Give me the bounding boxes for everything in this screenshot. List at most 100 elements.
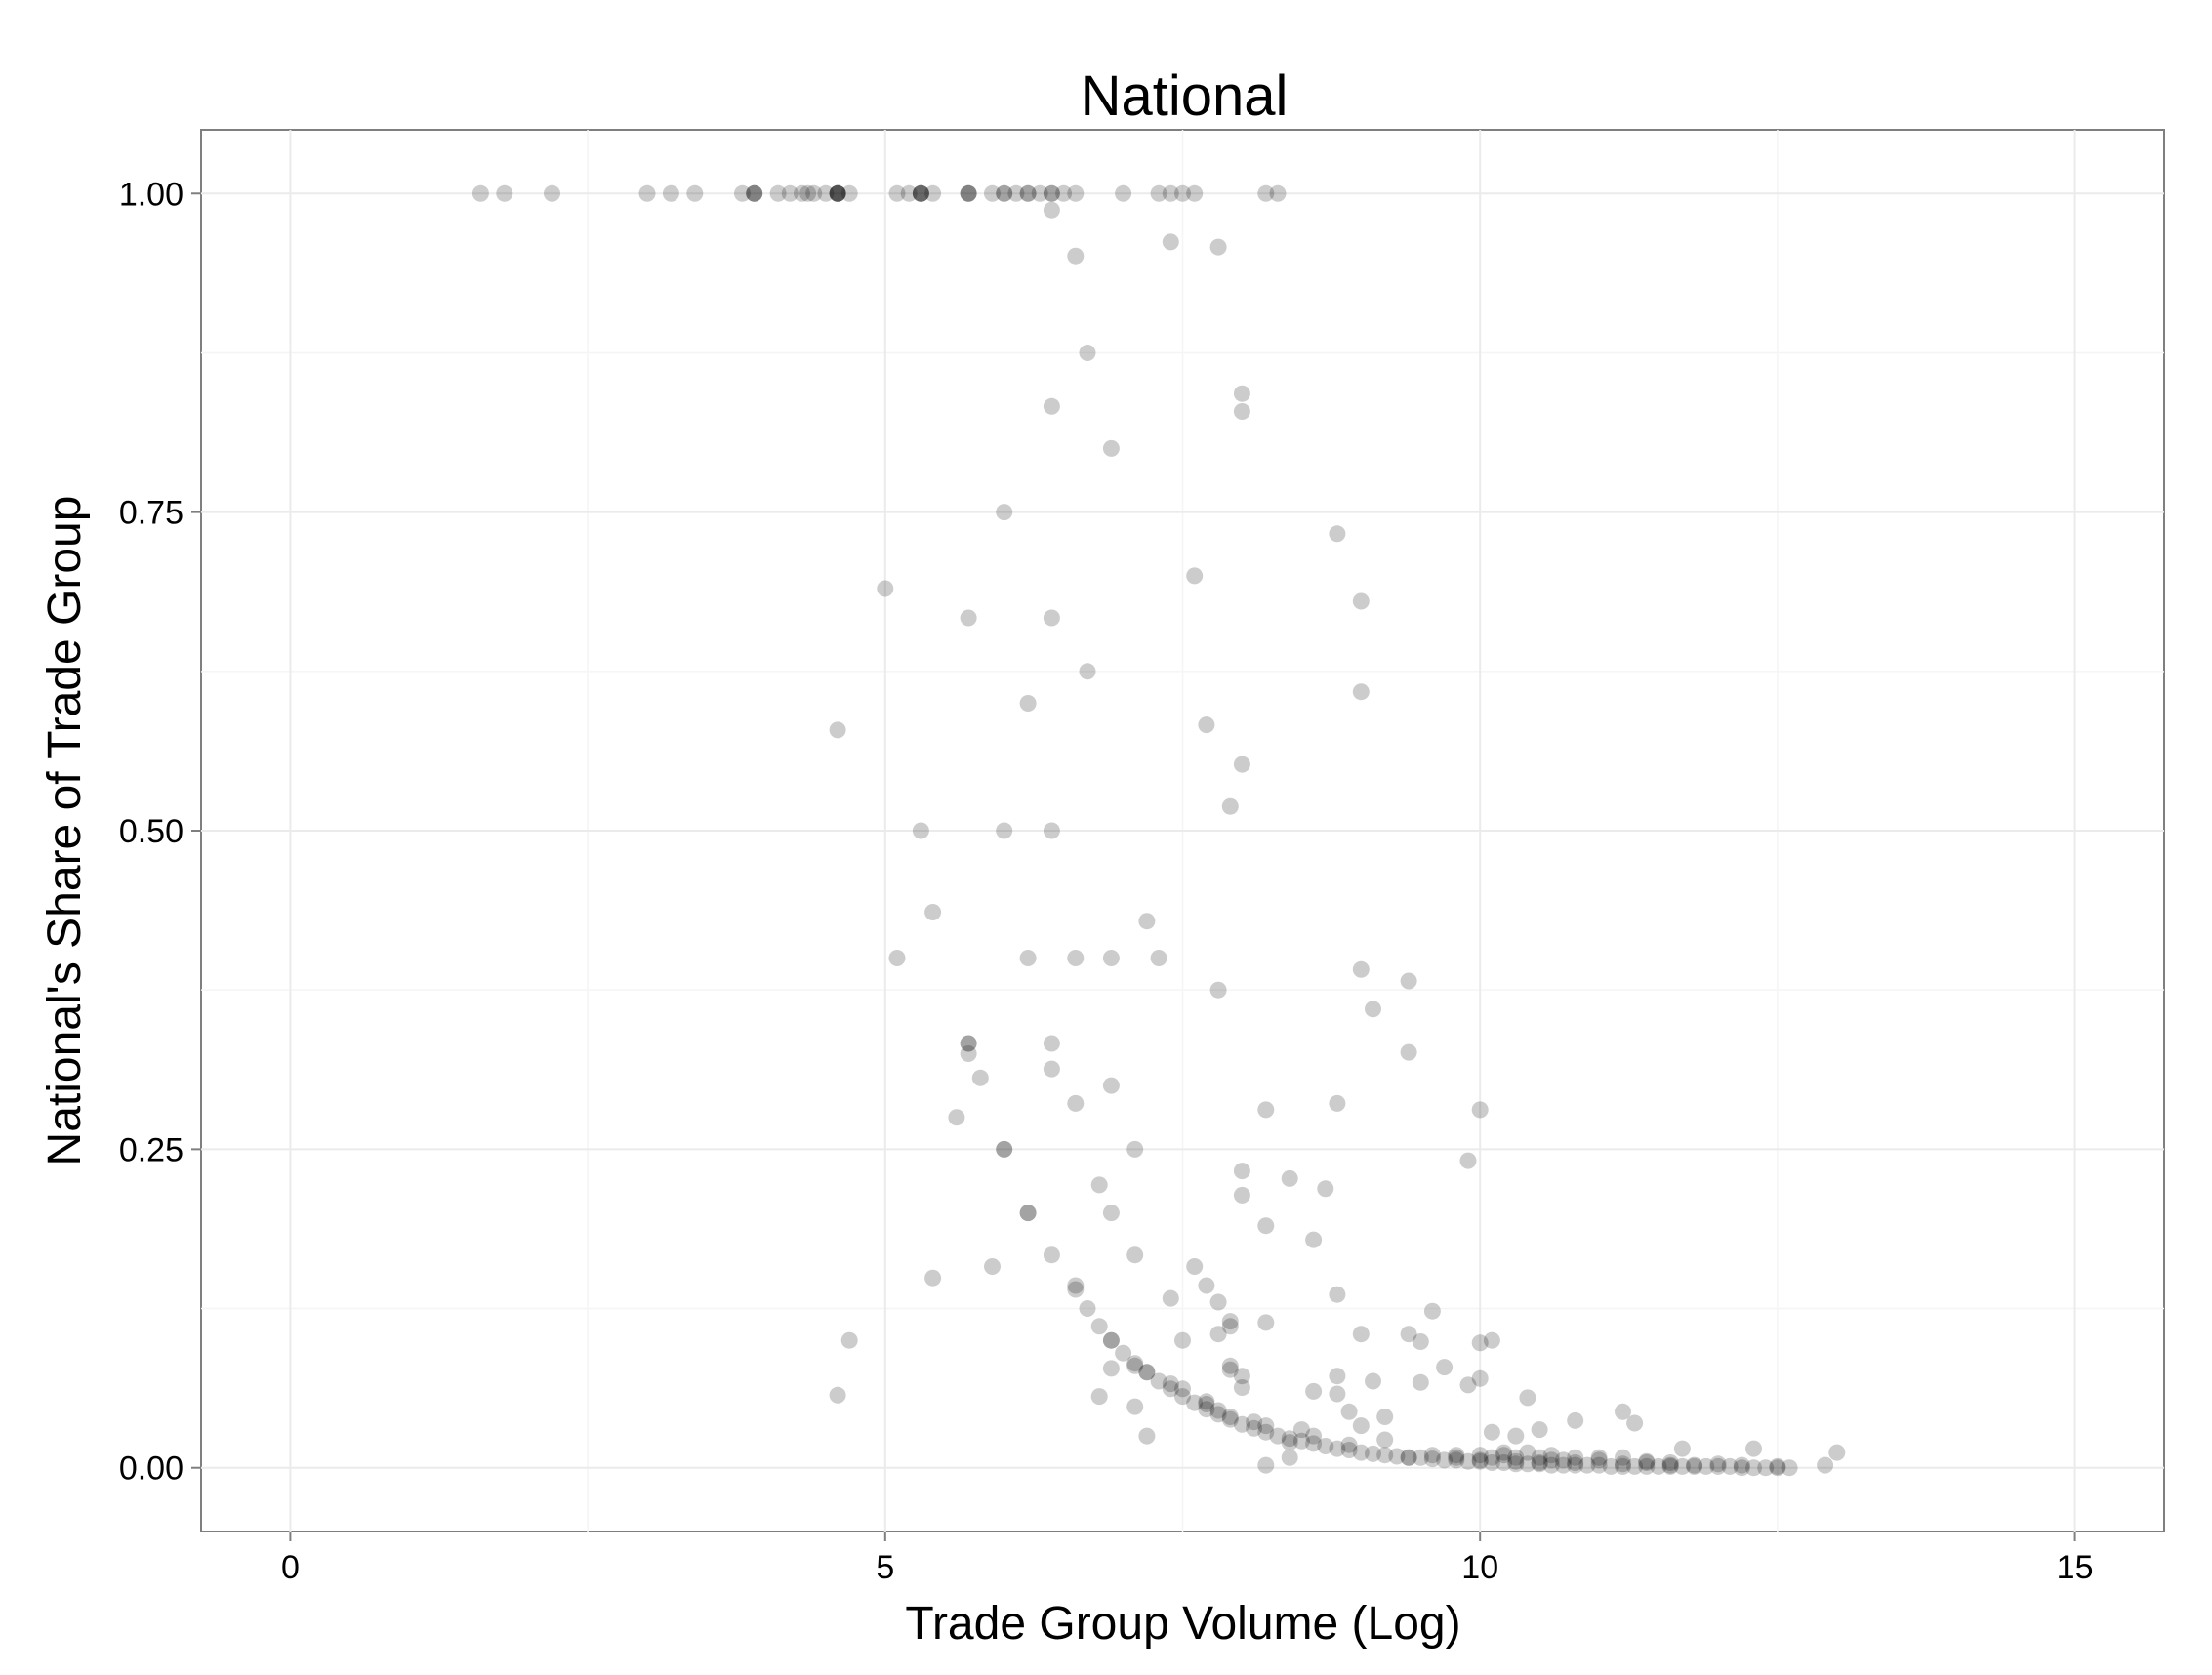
data-point — [1352, 1444, 1370, 1461]
data-point — [1233, 1368, 1250, 1385]
data-point — [1638, 1454, 1656, 1471]
data-point — [781, 184, 799, 202]
data-point — [1138, 1427, 1156, 1445]
data-point — [1162, 184, 1179, 202]
data-point — [960, 184, 977, 202]
data-point — [746, 184, 763, 202]
data-point — [1365, 1445, 1381, 1462]
data-point — [1769, 1457, 1786, 1475]
data-point — [960, 1035, 977, 1052]
data-point — [1340, 1403, 1358, 1420]
data-point — [1257, 184, 1275, 202]
data-point — [1292, 1421, 1310, 1439]
data-point — [1471, 1369, 1489, 1387]
data-point — [544, 184, 560, 202]
data-point — [1448, 1447, 1465, 1464]
data-point — [996, 822, 1013, 839]
data-point — [746, 184, 763, 202]
data-point — [638, 184, 656, 202]
data-point — [1412, 1373, 1429, 1391]
data-point — [1090, 1388, 1108, 1406]
data-point — [1221, 1357, 1239, 1374]
y-tick-label: 1.00 — [119, 176, 184, 213]
data-point — [1400, 1449, 1417, 1466]
data-point — [1365, 1372, 1381, 1390]
data-point — [1174, 1380, 1191, 1398]
data-point — [1209, 1293, 1227, 1311]
data-point — [1329, 1440, 1346, 1457]
data-point — [1102, 1331, 1120, 1349]
data-point — [1733, 1456, 1750, 1474]
data-point — [1126, 1357, 1144, 1374]
x-tick-label: 15 — [2057, 1549, 2094, 1586]
data-point — [1626, 1414, 1644, 1432]
data-point — [1102, 439, 1120, 457]
data-point — [1650, 1457, 1667, 1475]
y-tick-label: 0.75 — [119, 495, 184, 532]
data-points — [471, 184, 1846, 1477]
data-point — [1090, 1318, 1108, 1335]
data-point — [1281, 1169, 1298, 1187]
data-point — [1055, 184, 1073, 202]
data-point — [1233, 756, 1250, 773]
data-point — [1412, 1449, 1429, 1466]
data-point — [1281, 1449, 1298, 1466]
data-point — [1673, 1457, 1691, 1475]
data-point — [1019, 1205, 1037, 1222]
data-point — [1436, 1451, 1454, 1469]
data-point — [1661, 1454, 1679, 1471]
data-point — [1186, 1258, 1204, 1275]
data-point — [924, 904, 942, 920]
data-point — [1257, 1417, 1275, 1435]
data-point — [1043, 201, 1060, 219]
y-tick-label: 0.25 — [119, 1131, 184, 1168]
data-point — [1329, 525, 1346, 543]
data-point — [1745, 1459, 1762, 1477]
data-point — [1269, 184, 1287, 202]
data-point — [1531, 1455, 1548, 1473]
data-point — [1174, 184, 1191, 202]
data-point — [794, 184, 810, 202]
data-point — [1162, 1380, 1179, 1398]
data-point — [1615, 1457, 1631, 1475]
data-point — [1495, 1454, 1513, 1471]
data-point — [1162, 1289, 1179, 1307]
data-point — [996, 1140, 1013, 1158]
data-point — [1329, 1094, 1346, 1112]
x-tick-label: 10 — [1461, 1549, 1498, 1586]
data-point — [960, 1045, 977, 1062]
data-point — [1150, 950, 1167, 966]
data-point — [1221, 1409, 1239, 1425]
data-point — [1019, 950, 1037, 966]
data-point — [1352, 592, 1370, 610]
data-point — [1483, 1454, 1500, 1471]
data-point — [1043, 397, 1060, 415]
data-point — [1221, 1318, 1239, 1335]
data-point — [1448, 1449, 1465, 1466]
data-point — [1721, 1457, 1739, 1475]
data-point — [471, 184, 489, 202]
data-point — [1186, 184, 1204, 202]
data-point — [996, 1140, 1013, 1158]
data-point — [1162, 233, 1179, 251]
data-point — [1661, 1457, 1679, 1475]
data-point — [1459, 1452, 1477, 1470]
data-point — [1626, 1457, 1644, 1475]
data-point — [948, 1109, 965, 1126]
data-point — [829, 184, 846, 202]
data-point — [1281, 1430, 1298, 1448]
data-point — [1126, 1140, 1144, 1158]
data-point — [1412, 1333, 1429, 1350]
data-point — [1542, 1451, 1560, 1469]
data-point — [1209, 981, 1227, 999]
data-point — [1257, 1423, 1275, 1441]
data-point — [1615, 1449, 1631, 1466]
data-point — [1423, 1302, 1441, 1320]
data-point — [1615, 1455, 1631, 1473]
data-point — [1709, 1455, 1727, 1473]
data-point — [1507, 1455, 1525, 1473]
data-point — [1067, 184, 1085, 202]
data-point — [829, 184, 846, 202]
data-point — [1198, 1401, 1215, 1418]
data-point — [1233, 385, 1250, 402]
